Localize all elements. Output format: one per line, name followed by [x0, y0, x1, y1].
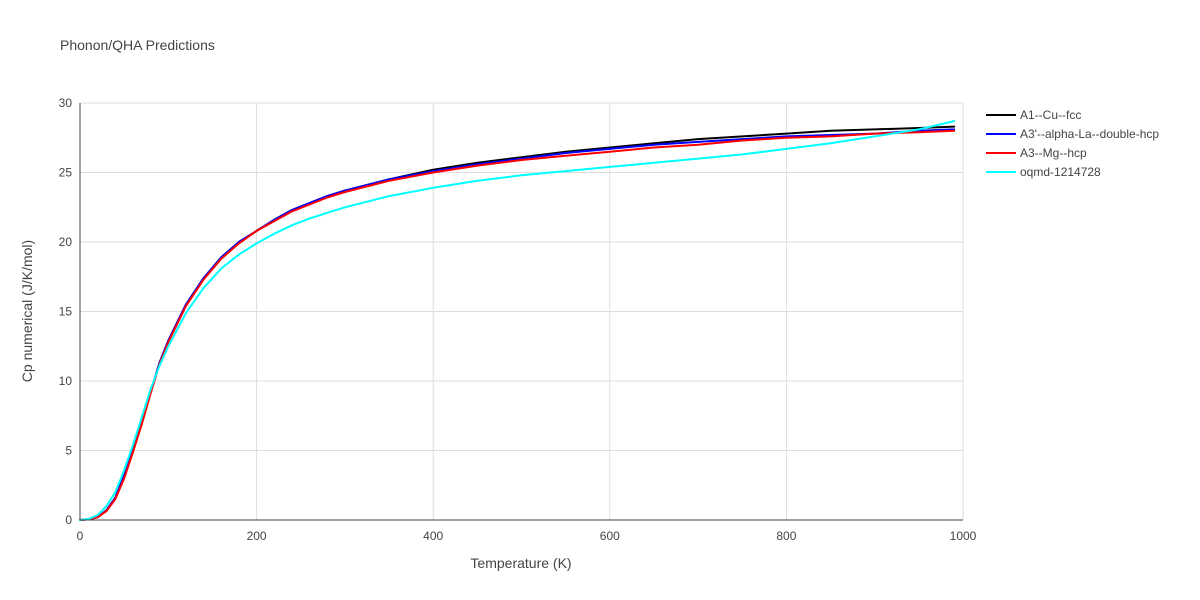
x-tick-label: 800	[776, 529, 796, 543]
series-line-2	[79, 128, 956, 521]
x-axis-title: Temperature (K)	[470, 555, 571, 571]
x-tick-label: 200	[247, 529, 267, 543]
series-lines	[79, 120, 956, 521]
chart-title: Phonon/QHA Predictions	[60, 37, 215, 53]
tick-labels: 0 200 400 600 800 1000 0 5 10 15 20 25 30	[59, 96, 977, 543]
y-tick-label: 0	[65, 513, 72, 527]
x-tick-label: 400	[423, 529, 443, 543]
x-tick-label: 600	[600, 529, 620, 543]
y-tick-label: 20	[59, 235, 73, 249]
legend-label: A1--Cu--fcc	[1020, 108, 1081, 122]
series-line-4	[79, 120, 956, 521]
legend-label: A3--Mg--hcp	[1020, 146, 1087, 160]
grid-lines	[80, 102, 964, 520]
series-line-1	[79, 125, 956, 521]
axes	[79, 103, 963, 521]
legend: A1--Cu--fcc A3'--alpha-La--double-hcp A3--…	[986, 108, 1159, 179]
legend-label: A3'--alpha-La--double-hcp	[1020, 127, 1159, 141]
x-tick-label: 1000	[950, 529, 977, 543]
series-line-3	[79, 129, 956, 521]
y-tick-label: 30	[59, 96, 73, 110]
y-tick-label: 15	[59, 305, 73, 319]
y-tick-label: 5	[65, 444, 72, 458]
y-axis-title: Cp numerical (J/K/mol)	[19, 240, 35, 382]
y-tick-label: 25	[59, 166, 73, 180]
x-tick-label: 0	[77, 529, 84, 543]
legend-label: oqmd-1214728	[1020, 165, 1101, 179]
y-tick-label: 10	[59, 374, 73, 388]
